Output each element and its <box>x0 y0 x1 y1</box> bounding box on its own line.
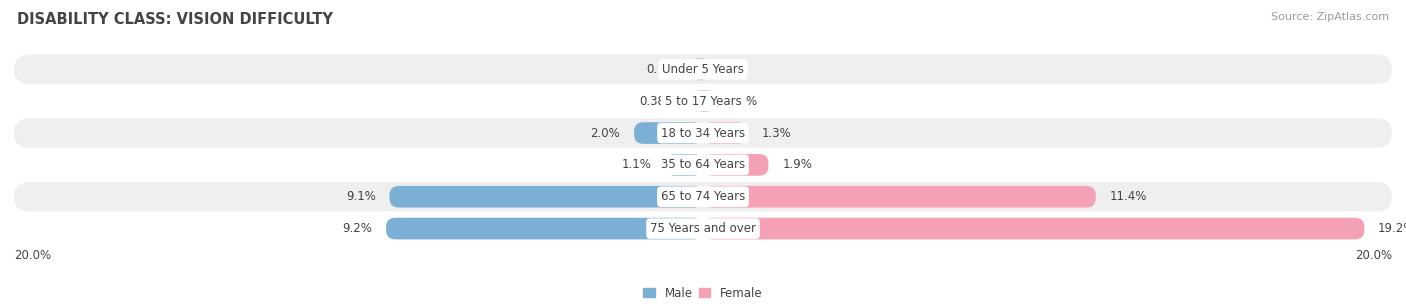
FancyBboxPatch shape <box>703 186 1095 208</box>
FancyBboxPatch shape <box>696 90 713 112</box>
Text: Under 5 Years: Under 5 Years <box>662 63 744 76</box>
FancyBboxPatch shape <box>387 218 703 240</box>
FancyBboxPatch shape <box>14 182 1392 211</box>
Text: 20.0%: 20.0% <box>14 249 51 262</box>
FancyBboxPatch shape <box>14 214 1392 243</box>
FancyBboxPatch shape <box>665 154 703 176</box>
FancyBboxPatch shape <box>389 186 703 208</box>
Text: 5 to 17 Years: 5 to 17 Years <box>665 95 741 108</box>
FancyBboxPatch shape <box>703 154 769 176</box>
Text: 0.38%: 0.38% <box>640 95 676 108</box>
Text: 65 to 74 Years: 65 to 74 Years <box>661 190 745 203</box>
Text: 1.3%: 1.3% <box>762 126 792 140</box>
Text: Source: ZipAtlas.com: Source: ZipAtlas.com <box>1271 12 1389 22</box>
FancyBboxPatch shape <box>693 58 707 80</box>
Text: 35 to 64 Years: 35 to 64 Years <box>661 158 745 171</box>
Text: 75 Years and over: 75 Years and over <box>650 222 756 235</box>
Text: 0.09%: 0.09% <box>720 95 756 108</box>
Text: 9.2%: 9.2% <box>343 222 373 235</box>
FancyBboxPatch shape <box>14 118 1392 148</box>
FancyBboxPatch shape <box>703 218 1364 240</box>
Text: 18 to 34 Years: 18 to 34 Years <box>661 126 745 140</box>
FancyBboxPatch shape <box>14 87 1392 116</box>
Text: 9.1%: 9.1% <box>346 190 375 203</box>
FancyBboxPatch shape <box>690 90 703 112</box>
FancyBboxPatch shape <box>703 122 748 144</box>
Text: 0.0%: 0.0% <box>717 63 747 76</box>
Text: 20.0%: 20.0% <box>1355 249 1392 262</box>
FancyBboxPatch shape <box>634 122 703 144</box>
Text: 11.4%: 11.4% <box>1109 190 1147 203</box>
Text: 0.16%: 0.16% <box>647 63 683 76</box>
Text: 1.9%: 1.9% <box>782 158 813 171</box>
Text: 19.2%: 19.2% <box>1378 222 1406 235</box>
Text: DISABILITY CLASS: VISION DIFFICULTY: DISABILITY CLASS: VISION DIFFICULTY <box>17 12 333 27</box>
FancyBboxPatch shape <box>14 150 1392 180</box>
Text: 1.1%: 1.1% <box>621 158 651 171</box>
Text: 2.0%: 2.0% <box>591 126 620 140</box>
Legend: Male, Female: Male, Female <box>644 287 762 299</box>
FancyBboxPatch shape <box>14 55 1392 84</box>
